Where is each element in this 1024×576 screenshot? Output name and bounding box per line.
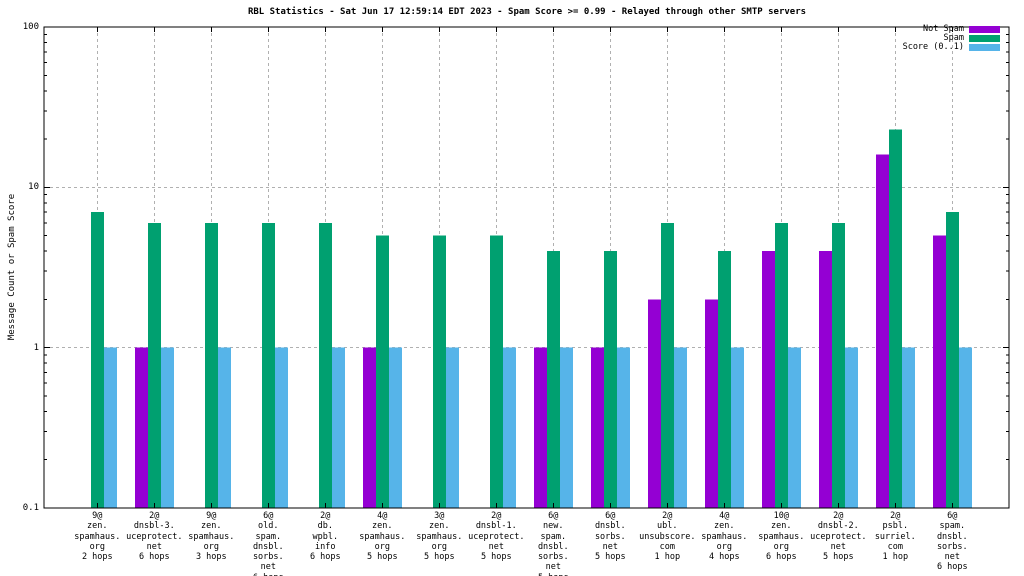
horizontal-gridlines [44,186,1009,349]
bar-spam [831,222,845,508]
bar-not-spam [875,154,889,508]
x-tick-label: 2@ ubl. unsubscore. com 1 hop [639,511,696,563]
x-tick-label: 2@ db. wpbl. info 6 hops [309,511,341,563]
y-tick-label: 0.1 [22,503,39,513]
bar-score-0-1 [673,347,687,508]
x-tick-label: 6@ spam. dnsbl. sorbs. net 6 hops [936,511,968,573]
bar-spam [261,222,275,508]
x-tick-label: 2@ dnsbl-1. uceprotect. net 5 hops [468,511,525,563]
bar-score-0-1 [844,347,858,508]
bar-not-spam [818,251,832,508]
bar-not-spam [362,347,376,508]
x-tick-label: 3@ zen. spamhaus. org 5 hops [416,511,463,563]
bar-spam [318,222,332,508]
legend-swatch [969,26,1000,33]
bar-score-0-1 [103,347,117,508]
axis-ticks [44,26,1009,509]
bar-spam [546,251,560,508]
y-tick-label: 10 [28,182,39,193]
bar-not-spam [134,347,148,508]
bar-spam [375,235,389,508]
bar-score-0-1 [388,347,402,508]
bar-spam [945,212,959,508]
bar-not-spam [761,251,775,508]
plot-frame [43,26,1010,509]
x-tick-label: 2@ psbl. surriel. com 1 hop [874,511,916,563]
x-tick-label: 4@ zen. spamhaus. org 5 hops [359,511,406,563]
bar-score-0-1 [730,347,744,508]
legend-item: Score (0..1) [903,43,1000,52]
bar-not-spam [590,347,604,508]
x-tick-label: 2@ dnsbl-3. uceprotect. net 6 hops [126,511,183,563]
x-tick-label: 9@ zen. spamhaus. org 3 hops [188,511,235,563]
y-tick-label: 100 [22,22,39,32]
bar-score-0-1 [217,347,231,508]
bar-spam [432,235,446,508]
bar-score-0-1 [616,347,630,508]
bar-spam [204,222,218,508]
legend-label: Spam [943,33,964,43]
chart-title: RBL Statistics - Sat Jun 17 12:59:14 EDT… [247,7,807,17]
bar-spam [603,251,617,508]
bar-score-0-1 [331,347,345,508]
bar-spam [774,222,788,508]
bar-spam [660,222,674,508]
y-tick-label: 1 [33,342,39,353]
legend: Not Spam Spam Score (0..1) [903,25,1000,52]
legend-swatch [969,44,1000,51]
x-tick-label: 6@ new. spam. dnsbl. sorbs. net 5 hops [537,511,569,576]
x-tick-label: 6@ dnsbl. sorbs. net 5 hops [594,511,626,563]
bar-score-0-1 [274,347,288,508]
x-tick-label: 4@ zen. spamhaus. org 4 hops [701,511,748,563]
bar-spam [717,251,731,508]
bar-spam [489,235,503,508]
bar-spam [147,222,161,508]
bar-not-spam [704,299,718,508]
bar-score-0-1 [901,347,915,508]
bar-not-spam [932,235,946,508]
bar-score-0-1 [502,347,516,508]
bar-spam [888,129,902,509]
x-tick-label: 2@ dnsbl-2. uceprotect. net 5 hops [810,511,867,563]
bar-score-0-1 [160,347,174,508]
bar-not-spam [647,299,661,508]
legend-item: Not Spam [903,25,1000,34]
legend-label: Not Spam [923,24,964,34]
legend-item: Spam [903,34,1000,43]
bar-spam [90,212,104,508]
bar-score-0-1 [445,347,459,508]
bar-score-0-1 [559,347,573,508]
x-tick-label: 9@ zen. spamhaus. org 2 hops [74,511,121,563]
legend-label: Score (0..1) [902,42,964,52]
bars [90,129,972,509]
bar-not-spam [533,347,547,508]
bar-score-0-1 [958,347,972,508]
x-tick-label: 6@ old. spam. dnsbl. sorbs. net 6 hops [252,511,284,576]
legend-swatch [969,35,1000,42]
bar-score-0-1 [787,347,801,508]
x-tick-label: 10@ zen. spamhaus. org 6 hops [758,511,805,563]
